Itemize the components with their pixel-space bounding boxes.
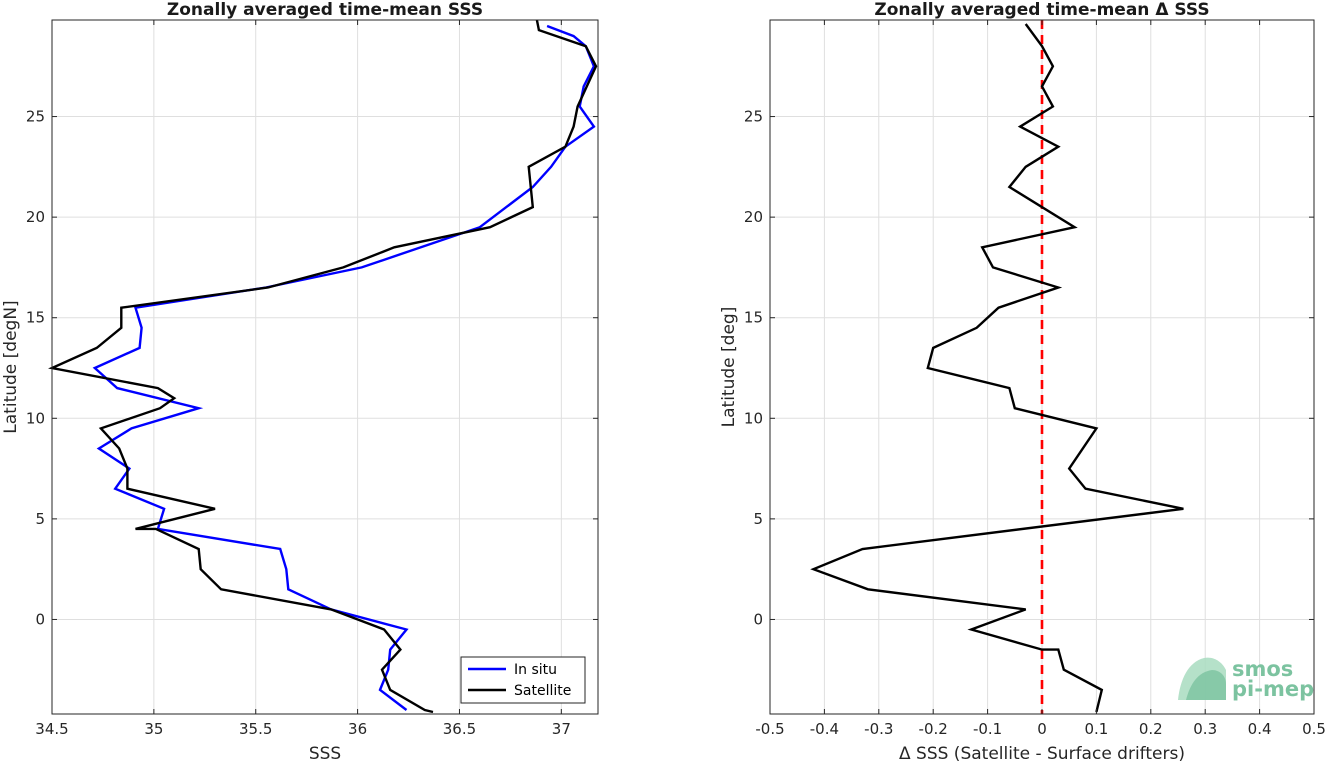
x-tick-label: 37 — [552, 720, 571, 738]
chart-title: Zonally averaged time-mean SSS — [167, 0, 483, 20]
x-tick-label: -0.4 — [810, 720, 839, 738]
y-tick-label: 15 — [744, 309, 763, 327]
y-tick-label: 15 — [26, 309, 45, 327]
x-tick-label: 0.4 — [1248, 720, 1272, 738]
axes-box — [51, 19, 599, 715]
delta-sss-panel: -0.5 -0.4 -0.3 -0.2 -0.1 0 0.1 0.2 0.3 0.4 0.5 0 5 10… — [719, 0, 1326, 764]
x-tick-label: 0.1 — [1084, 720, 1108, 738]
x-tick-label: 36 — [348, 720, 367, 738]
legend-label-in-situ: In situ — [514, 662, 557, 678]
y-tick-label: 5 — [753, 510, 763, 528]
x-tick-label: -0.1 — [973, 720, 1002, 738]
x-tick-label: 0.3 — [1193, 720, 1217, 738]
x-tick-label: 36.5 — [443, 720, 476, 738]
chart-title: Zonally averaged time-mean Δ SSS — [874, 0, 1209, 20]
ticks: 34.5 35 35.5 36 36.5 37 0 5 10 15 20 25 — [26, 20, 598, 738]
grid — [51, 20, 598, 714]
y-tick-label: 0 — [35, 610, 45, 628]
smos-pi-mep-logo: smos pi-mep — [1178, 657, 1314, 701]
y-axis-label: Latitude [degN] — [1, 300, 21, 433]
y-tick-label: 5 — [35, 510, 45, 528]
y-tick-label: 10 — [744, 409, 763, 427]
plot-area — [52, 20, 598, 714]
series-line-satellite — [48, 19, 598, 714]
x-axis-label: SSS — [309, 744, 341, 764]
x-tick-label: -0.5 — [755, 720, 784, 738]
y-tick-label: 25 — [26, 108, 45, 126]
y-tick-label: 25 — [744, 108, 763, 126]
x-tick-label: -0.2 — [919, 720, 948, 738]
sss-panel: 34.5 35 35.5 36 36.5 37 0 5 10 15 20 25 Zonally ave… — [1, 0, 599, 764]
y-tick-label: 0 — [753, 610, 763, 628]
x-tick-label: 35 — [144, 720, 163, 738]
x-axis-label: Δ SSS (Satellite - Surface drifters) — [899, 744, 1185, 764]
series-line-series-0 — [810, 23, 1184, 713]
x-tick-label: 35.5 — [239, 720, 272, 738]
ticks: -0.5 -0.4 -0.3 -0.2 -0.1 0 0.1 0.2 0.3 0.4 0.5 0 5 10… — [744, 20, 1326, 738]
legend: In situ Satellite — [460, 656, 586, 704]
x-tick-label: 0.5 — [1302, 720, 1326, 738]
x-tick-label: 0.2 — [1139, 720, 1163, 738]
x-tick-label: 34.5 — [35, 720, 68, 738]
logo-line1: smos — [1232, 657, 1293, 681]
series-group — [810, 23, 1184, 713]
y-tick-label: 10 — [26, 409, 45, 427]
series-group — [48, 19, 598, 714]
legend-box — [460, 656, 586, 704]
series-line-in-situ — [92, 24, 596, 711]
x-tick-label: -0.3 — [864, 720, 893, 738]
logo-line2: pi-mep — [1232, 677, 1314, 701]
y-tick-label: 20 — [744, 208, 763, 226]
y-axis-label: Latitude [deg] — [719, 307, 739, 428]
legend-label-satellite: Satellite — [514, 683, 571, 699]
x-tick-label: 0 — [1037, 720, 1047, 738]
y-tick-label: 20 — [26, 208, 45, 226]
logo-wave-icon-2 — [1186, 670, 1226, 700]
